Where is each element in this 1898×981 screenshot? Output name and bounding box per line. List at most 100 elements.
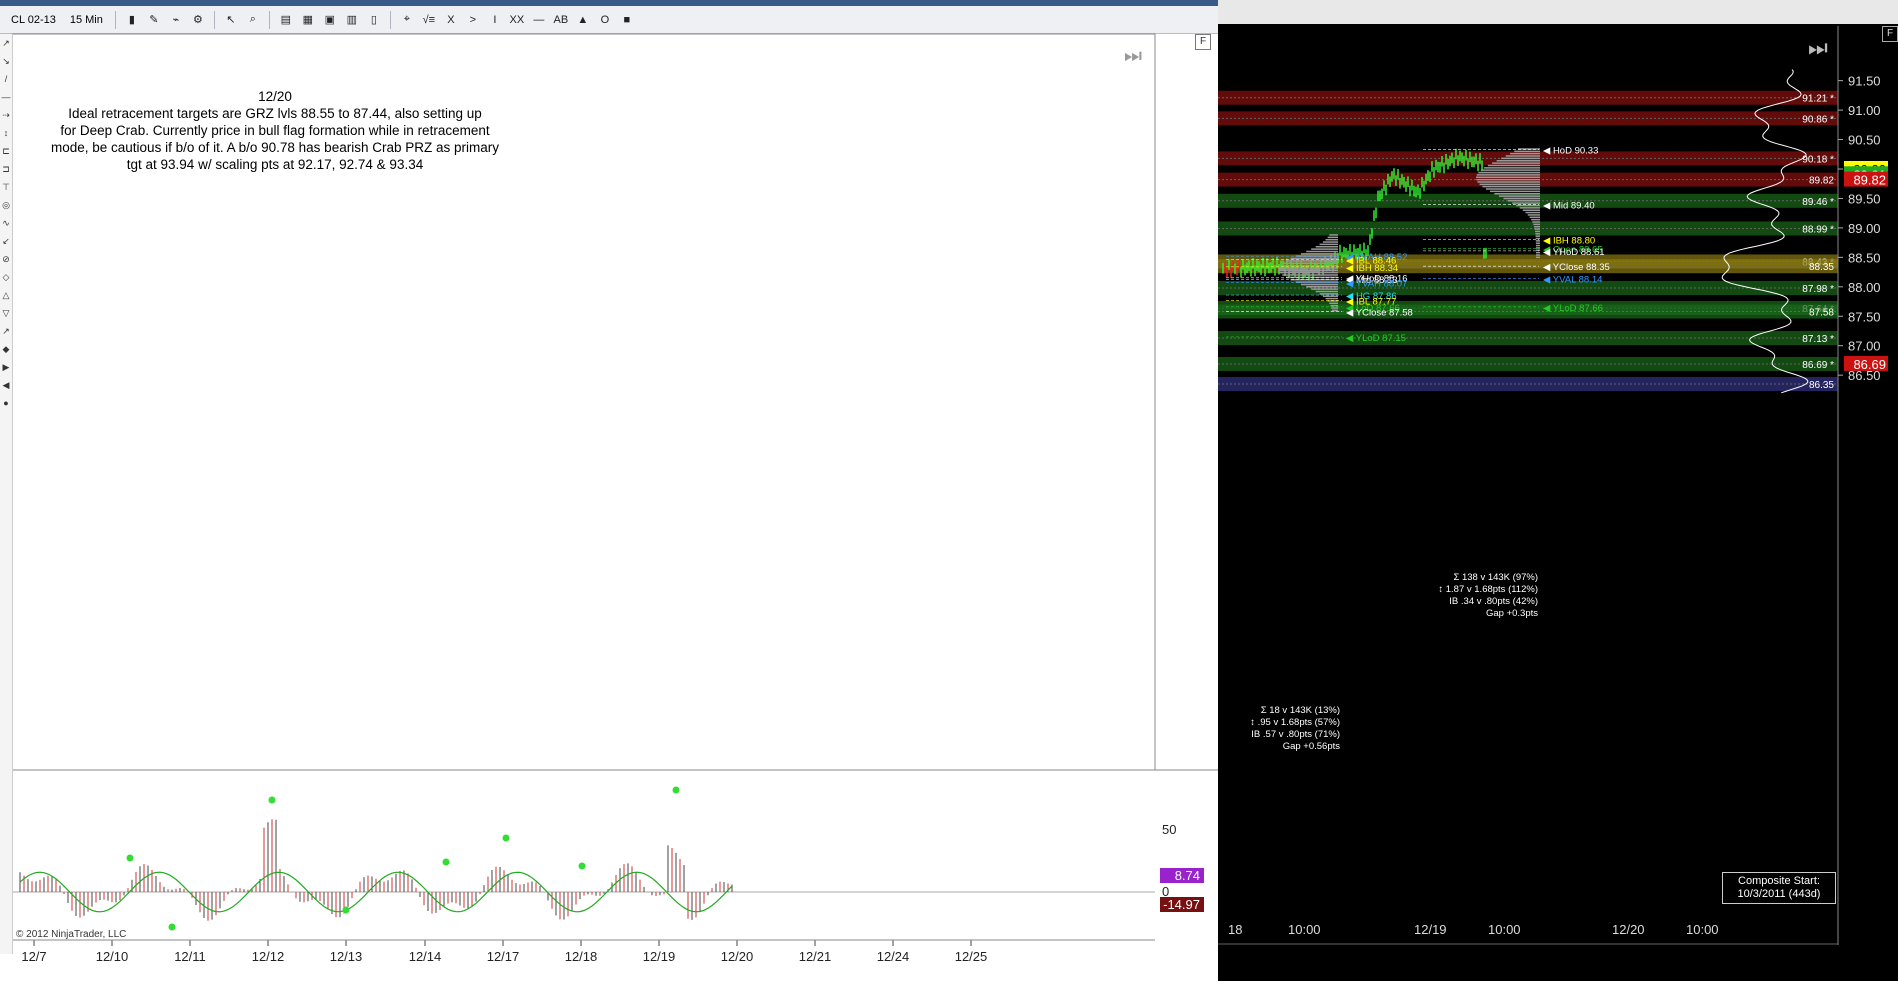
- profile-zone-label: 87.58: [1809, 308, 1834, 319]
- right-axis-label: 90.50: [1848, 133, 1881, 148]
- level-label: ◀ YVAH 88.07: [1346, 279, 1407, 290]
- date-axis-label: 12/19: [643, 949, 676, 964]
- date-axis-label: 12/13: [330, 949, 363, 964]
- data-box-icon[interactable]: ▦: [302, 14, 314, 26]
- drawing-tool-18[interactable]: ▶: [2, 362, 10, 372]
- instrument-selector[interactable]: CL 02-13: [11, 13, 56, 26]
- drawing-tool-17[interactable]: ◆: [2, 344, 10, 354]
- drawing-tool-5[interactable]: ↕: [3, 128, 9, 138]
- right-date-label: 10:00: [1488, 922, 1521, 937]
- pencil-icon[interactable]: ✎: [149, 14, 159, 26]
- snapshot-icon[interactable]: ▣: [324, 14, 336, 26]
- level-label: ◀ YVAH 88.52: [1346, 252, 1407, 263]
- drawing-tool-7[interactable]: ⊐: [2, 164, 10, 174]
- osc-tag-text: 8.74: [1175, 868, 1200, 883]
- toolbar-separator: [268, 10, 270, 29]
- drawing-tool-6[interactable]: ⊏: [2, 146, 10, 156]
- right-panel-toggle-button[interactable]: F: [1882, 26, 1898, 42]
- drawing-tool-2[interactable]: /: [4, 74, 8, 84]
- level-label: ◀ IBL 87.77: [1346, 296, 1396, 307]
- drawing-tool-13[interactable]: ◇: [2, 272, 10, 282]
- date-axis-label: 12/17: [487, 949, 520, 964]
- osc-signal-line: [19, 871, 733, 913]
- right-price-tag-text: 89.82: [1853, 173, 1886, 188]
- tool-4[interactable]: XX: [509, 13, 525, 26]
- right-axis-label: 91.00: [1848, 103, 1881, 118]
- profile-zone-label: 88.99 *: [1802, 224, 1834, 235]
- right-price-tag-box: [1844, 355, 1888, 371]
- tool-0[interactable]: √≡: [422, 13, 436, 26]
- right-date-label: 10:00: [1686, 922, 1719, 937]
- drawing-tool-12[interactable]: ⊘: [2, 254, 10, 264]
- profile-zone-label: 90.86 *: [1802, 114, 1834, 125]
- drawing-tool-19[interactable]: ◀: [2, 380, 10, 390]
- right-panel-header: [1218, 0, 1898, 24]
- osc-tag-box: [1160, 868, 1204, 883]
- right-axis-label: 91.50: [1848, 74, 1881, 89]
- drawing-tool-16[interactable]: ↗: [2, 326, 10, 336]
- date-axis-label: 12/18: [565, 949, 598, 964]
- toolbar-separator: [213, 10, 215, 29]
- crosshair-icon[interactable]: ⌖: [403, 13, 410, 25]
- strategy-icon[interactable]: ⚙: [192, 14, 203, 26]
- date-axis-label: 12/10: [96, 949, 129, 964]
- drawing-tool-20[interactable]: ●: [3, 398, 9, 408]
- zoom-icon[interactable]: ⌕: [249, 13, 256, 25]
- toolbar-separator: [389, 10, 391, 29]
- panel-toggle-button[interactable]: F: [1195, 34, 1211, 50]
- chart-trader-icon[interactable]: ▥: [346, 14, 358, 26]
- drawing-tool-3[interactable]: —: [1, 92, 11, 102]
- session-stats: Σ 138 v 143K (97%): [1453, 572, 1538, 583]
- tool-6[interactable]: AB: [553, 13, 569, 26]
- tool-2[interactable]: >: [469, 13, 477, 26]
- maximize-icon: ⏭: [1124, 43, 1142, 67]
- properties-icon[interactable]: ▤: [280, 14, 292, 26]
- level-label: ◀ YVAL 88.14: [1543, 275, 1602, 286]
- level-label: ◀ YLoD 87.66: [1543, 303, 1603, 314]
- drawing-tool-11[interactable]: ↙: [2, 236, 10, 246]
- level-label: ◀ IBH 88.80: [1543, 236, 1595, 247]
- window-title-bar: [0, 0, 1218, 6]
- tool-1[interactable]: X: [447, 13, 455, 26]
- right-axis-label: 89.50: [1848, 191, 1881, 206]
- level-label: ◀ HG 87.86: [1346, 291, 1397, 302]
- drawing-tool-14[interactable]: △: [2, 290, 10, 300]
- right-axis-label: 86.50: [1848, 368, 1881, 383]
- scroll-icon[interactable]: ▯: [370, 14, 377, 26]
- profile-zone-label: 90.18 *: [1802, 154, 1834, 165]
- bar-type-icon[interactable]: ▮: [128, 14, 135, 26]
- tool-5[interactable]: —: [533, 13, 545, 26]
- market-profile-chart[interactable]: 91.21 * 90.86 * 90.18 * 89.82 89.46 * 88.99 *…: [1218, 0, 1898, 981]
- tool-9[interactable]: ■: [623, 13, 631, 26]
- drawing-tools-strip: ↗ ↘ / — ⇢ ↕ ⊏ ⊐ ⊤ ◎ ∿ ↙ ⊘ ◇ △ ▽ ↗ ◆ ▶ ◀ ●: [0, 34, 13, 954]
- drawing-tool-8[interactable]: ⊤: [2, 182, 10, 192]
- drawing-tool-1[interactable]: ↘: [2, 56, 10, 66]
- right-axis-label: 88.50: [1848, 250, 1881, 265]
- level-label: ◀ YLoD 87.15: [1346, 333, 1406, 344]
- composite-label: Composite Start:: [1738, 875, 1820, 887]
- osc-axis-label: 50: [1162, 822, 1176, 837]
- profile-zone-label: 86.35: [1809, 380, 1834, 391]
- drawing-tool-15[interactable]: ▽: [2, 308, 10, 318]
- date-axis-label: 12/12: [252, 949, 285, 964]
- profile-zone-label: 86.69 *: [1802, 360, 1834, 371]
- right-maximize-icon: ⏭: [1808, 36, 1828, 61]
- profile-zone-label: 87.13 *: [1802, 334, 1834, 345]
- tool-3[interactable]: I: [493, 13, 497, 26]
- chart-toolbar: CL 02-13 15 Min ▮ ✎ ⌁ ⚙ ↖ ⌕ ▤ ▦ ▣ ▥ ▯ ⌖ …: [0, 6, 1218, 34]
- drawing-tool-9[interactable]: ◎: [2, 200, 10, 210]
- copyright-text: © 2012 NinjaTrader, LLC: [16, 929, 127, 940]
- drawing-tool-0[interactable]: ↗: [2, 38, 10, 48]
- cursor-icon[interactable]: ↖: [226, 14, 236, 26]
- osc-dot: [672, 786, 680, 794]
- drawing-tool-10[interactable]: ∿: [2, 218, 10, 228]
- tool-7[interactable]: ▲: [577, 13, 589, 26]
- session-stats: Gap +0.3pts: [1486, 608, 1538, 619]
- indicator-icon[interactable]: ⌁: [172, 14, 180, 26]
- tool-8[interactable]: O: [600, 13, 610, 26]
- right-date-label: 12/19: [1414, 922, 1447, 937]
- date-axis-label: 12/11: [174, 949, 206, 964]
- level-label: ◀ YHoD 88.16: [1346, 273, 1408, 284]
- interval-selector[interactable]: 15 Min: [69, 13, 103, 26]
- drawing-tool-4[interactable]: ⇢: [2, 110, 10, 120]
